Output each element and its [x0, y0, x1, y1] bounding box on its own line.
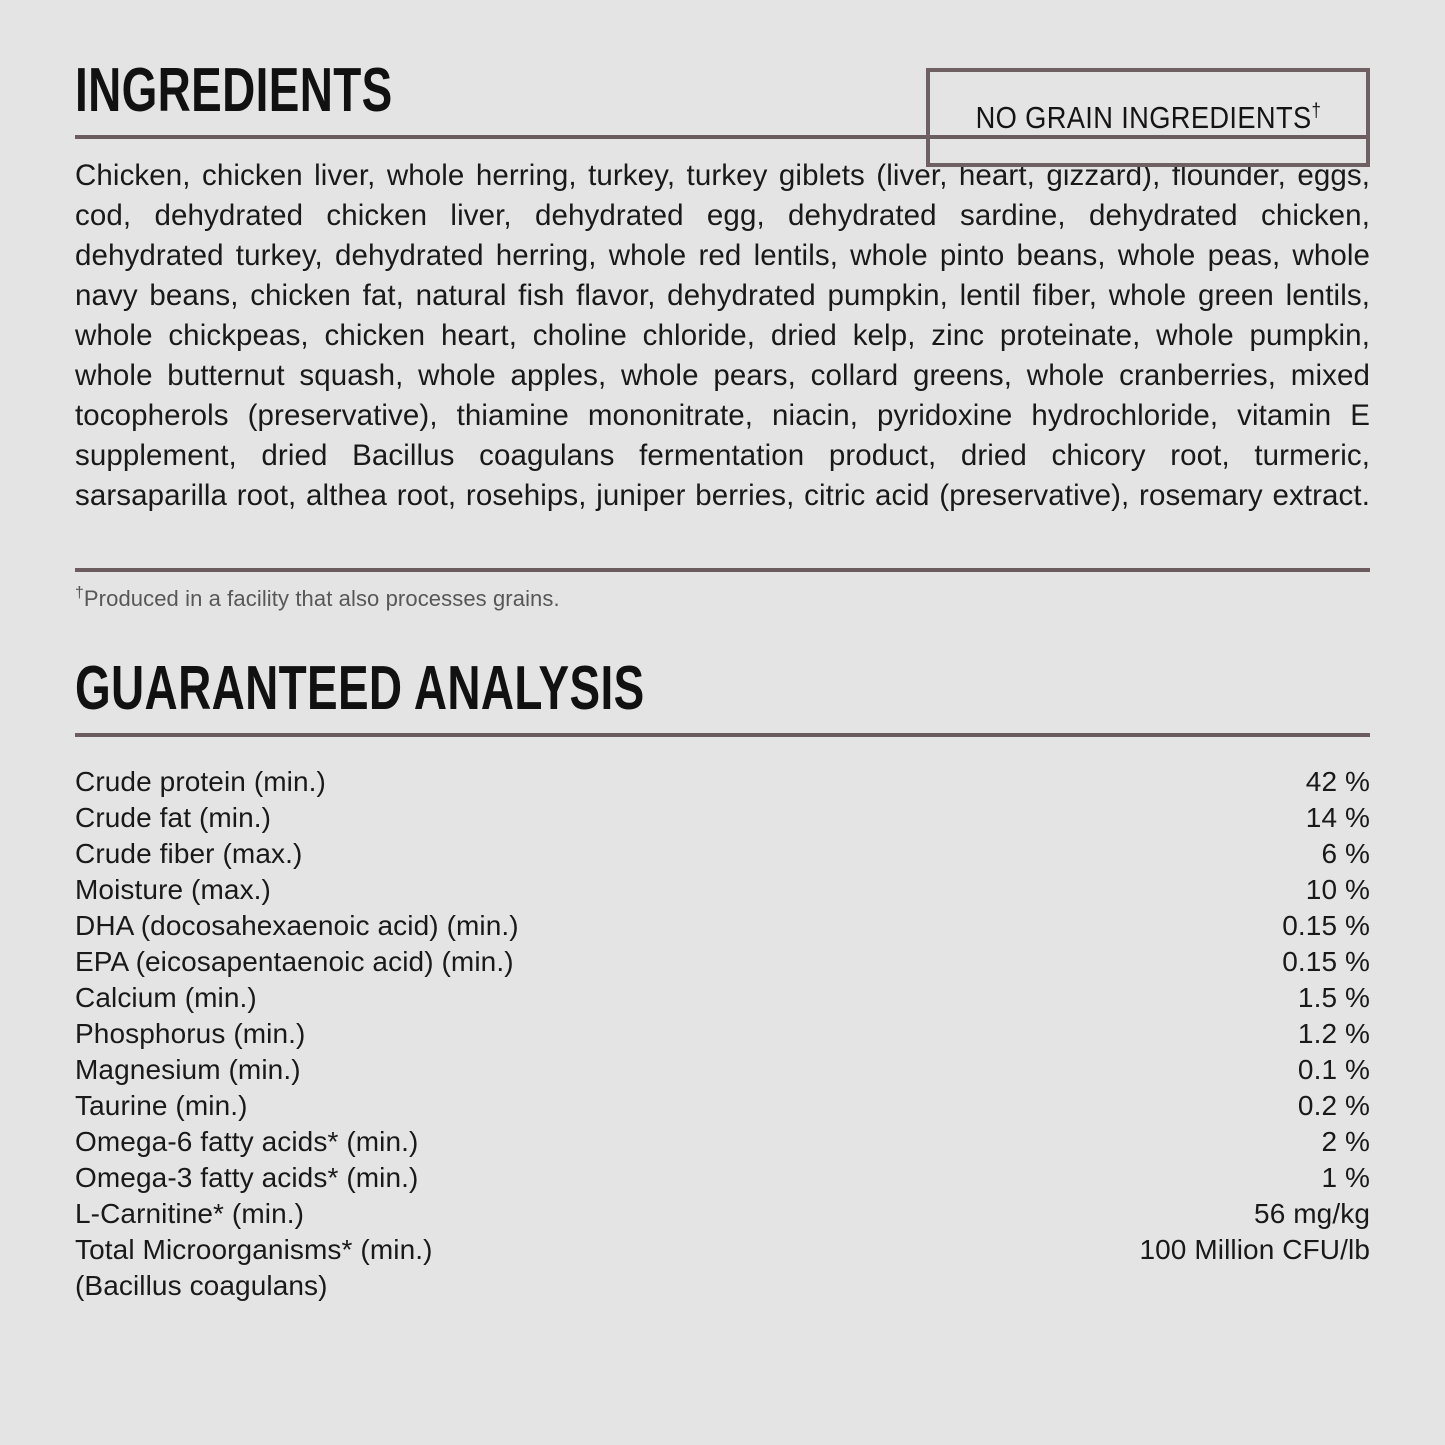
no-grain-badge-text: NO GRAIN INGREDIENTS: [975, 99, 1312, 135]
ingredients-text: Chicken, chicken liver, whole herring, t…: [75, 158, 1370, 512]
table-row: (Bacillus coagulans): [75, 1268, 1370, 1304]
table-row: Moisture (max.) 10 %: [75, 872, 1370, 908]
table-row: Crude fat (min.) 14 %: [75, 800, 1370, 836]
pre-footnote-gap: [75, 556, 1370, 568]
table-row: Omega-6 fatty acids* (min.) 2 %: [75, 1124, 1370, 1160]
analysis-row-value: 0.1 %: [1297, 1053, 1370, 1085]
ingredients-footnote: †Produced in a facility that also proces…: [75, 584, 1370, 614]
analysis-row-label: Total Microorganisms* (min.): [75, 1233, 433, 1265]
analysis-row-label: Crude protein (min.): [75, 765, 326, 797]
analysis-row-label: L-Carnitine* (min.): [75, 1197, 305, 1229]
table-row: Phosphorus (min.) 1.2 %: [75, 1016, 1370, 1052]
analysis-row-label: EPA (eicosapentaenoic acid) (min.): [75, 945, 514, 977]
analysis-row-value: 1.2 %: [1297, 1017, 1370, 1049]
guaranteed-analysis-heading: GUARANTEED ANALYSIS: [75, 653, 645, 723]
table-row: L-Carnitine* (min.) 56 mg/kg: [75, 1196, 1370, 1232]
analysis-row-label: Magnesium (min.): [75, 1053, 301, 1085]
table-row: Taurine (min.) 0.2 %: [75, 1088, 1370, 1124]
guaranteed-analysis-table: Crude protein (min.) 42 % Crude fat (min.)…: [75, 764, 1370, 1304]
table-row: Magnesium (min.) 0.1 %: [75, 1052, 1370, 1088]
table-row: DHA (docosahexaenoic acid) (min.) 0.15 %: [75, 908, 1370, 944]
analysis-row-value: 0.15 %: [1282, 945, 1370, 977]
footnote-text: Produced in a facility that also process…: [83, 585, 560, 611]
analysis-row-value: 10 %: [1305, 873, 1370, 905]
analysis-row-label: DHA (docosahexaenoic acid) (min.): [75, 909, 519, 941]
ingredients-divider-bottom: [75, 567, 1370, 572]
analysis-row-value: 14 %: [1305, 801, 1370, 833]
table-row: Omega-3 fatty acids* (min.) 1 %: [75, 1160, 1370, 1196]
ingredients-divider-top: [75, 134, 1370, 139]
analysis-row-label: (Bacillus coagulans): [75, 1269, 328, 1301]
post-footnote-divider-gap: [75, 572, 1370, 584]
analysis-row-value: [927, 1268, 1370, 1304]
ingredients-header-row: INGREDIENTS NO GRAIN INGREDIENTS†: [75, 56, 1370, 167]
analysis-row-label: Crude fiber (max.): [75, 837, 303, 869]
analysis-row-label: Crude fat (min.): [75, 801, 272, 833]
analysis-row-value: 56 mg/kg: [1254, 1197, 1370, 1229]
no-grain-badge-label: NO GRAIN INGREDIENTS†: [975, 100, 1321, 136]
analysis-row-value: 1 %: [1321, 1161, 1370, 1193]
analysis-header-row: GUARANTEED ANALYSIS: [75, 653, 1370, 723]
analysis-row-value: 1.5 %: [1297, 981, 1370, 1013]
analysis-row-label: Omega-6 fatty acids* (min.): [75, 1125, 419, 1157]
table-row: Calcium (min.) 1.5 %: [75, 980, 1370, 1016]
analysis-row-label: Phosphorus (min.): [75, 1017, 306, 1049]
table-row: EPA (eicosapentaenoic acid) (min.) 0.15 %: [75, 944, 1370, 980]
analysis-row-value: 0.15 %: [1282, 909, 1370, 941]
analysis-divider-gap: [75, 737, 1370, 764]
analysis-row-label: Taurine (min.): [75, 1089, 248, 1121]
analysis-row-value: 42 %: [1305, 765, 1370, 797]
analysis-row-value: 2 %: [1321, 1125, 1370, 1157]
analysis-row-label: Calcium (min.): [75, 981, 257, 1013]
table-row: Crude fiber (max.) 6 %: [75, 836, 1370, 872]
dagger-symbol-badge: †: [1311, 100, 1321, 122]
top-spacer: [75, 0, 1370, 62]
analysis-row-label: Omega-3 fatty acids* (min.): [75, 1161, 419, 1193]
table-row: Total Microorganisms* (min.) 100 Million …: [75, 1232, 1370, 1268]
analysis-row-value: 0.2 %: [1297, 1089, 1370, 1121]
analysis-row-value: 100 Million CFU/lb: [1139, 1233, 1370, 1265]
analysis-row-value: 6 %: [1321, 837, 1370, 869]
table-row: Crude protein (min.) 42 %: [75, 764, 1370, 800]
guaranteed-analysis-table-body: Crude protein (min.) 42 % Crude fat (min.)…: [75, 764, 1370, 1304]
analysis-row-label: Moisture (max.): [75, 873, 271, 905]
analysis-divider: [75, 732, 1370, 737]
dagger-symbol-footnote: †: [75, 584, 84, 602]
no-grain-badge: NO GRAIN INGREDIENTS†: [926, 68, 1370, 167]
ingredients-heading: INGREDIENTS: [75, 56, 393, 125]
